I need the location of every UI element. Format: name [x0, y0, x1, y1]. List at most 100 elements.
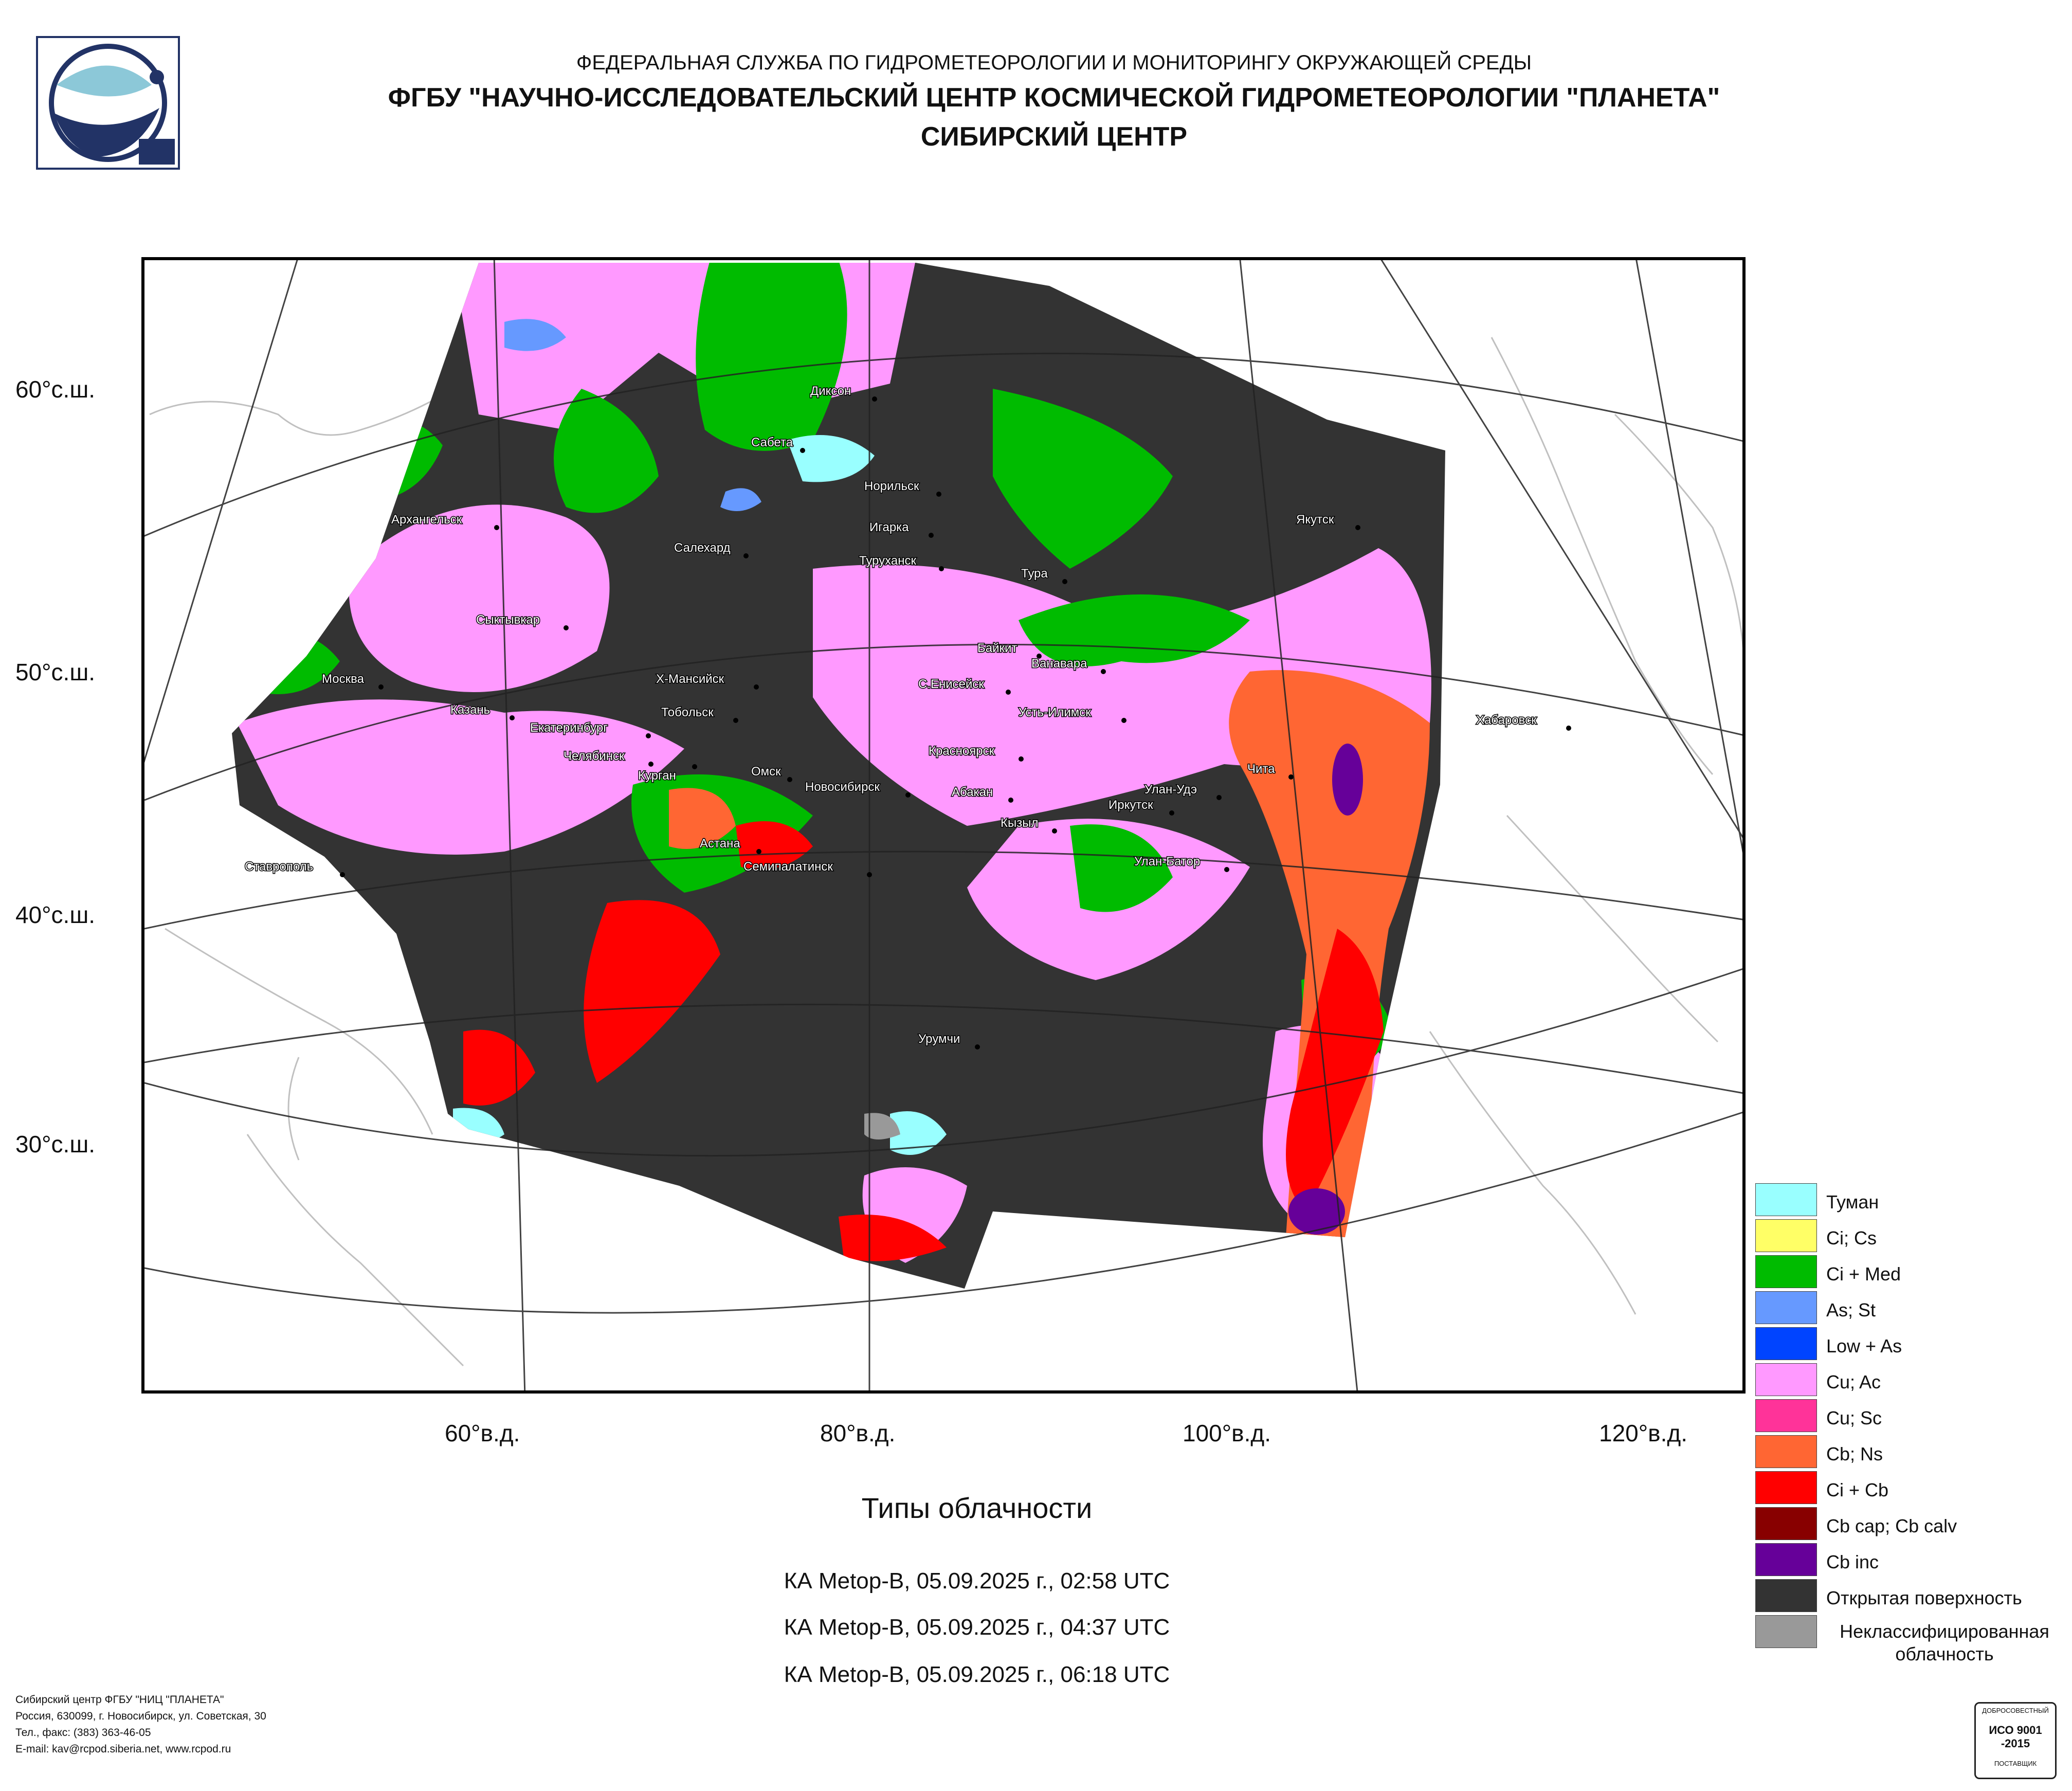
svg-text:Челябинск: Челябинск	[564, 749, 625, 763]
city-abakan: Абакан	[951, 785, 1013, 803]
cloud-classification-swath	[232, 263, 1445, 1289]
header-agency: ФЕДЕРАЛЬНАЯ СЛУЖБА ПО ГИДРОМЕТЕОРОЛОГИИ …	[576, 51, 1532, 74]
svg-text:Омск: Омск	[751, 765, 781, 779]
legend-item-fog: Туман	[1755, 1180, 2064, 1216]
lon-label-120: 120°в.д.	[1599, 1420, 1687, 1446]
city-dikson: Диксон	[810, 384, 877, 402]
svg-text:Астана: Астана	[700, 837, 740, 851]
lon-label-80: 80°в.д.	[820, 1420, 896, 1446]
legend-swatch	[1755, 1579, 1817, 1612]
city-astana: Астана	[699, 836, 761, 854]
footer-phone: Тел., факс: (383) 363-46-05	[15, 1727, 151, 1739]
legend-item-cu-sc: Cu; Sc	[1755, 1396, 2064, 1432]
legend-item-as-st: As; St	[1755, 1288, 2064, 1324]
city-arkhangelsk: Архангельск	[391, 512, 499, 530]
ci-cb-areas	[463, 821, 1384, 1261]
legend-swatch	[1755, 1471, 1817, 1504]
city-norilsk: Норильск	[864, 479, 941, 497]
svg-text:Х-Мансийск: Х-Мансийск	[656, 672, 724, 686]
svg-text:Салехард: Салехард	[674, 541, 731, 555]
map-title: Типы облачности	[861, 1492, 1093, 1524]
svg-text:Ставрополь: Ставрополь	[245, 860, 313, 874]
svg-text:Хабаровск: Хабаровск	[1476, 713, 1537, 727]
iso-certificate-badge: ДОБРОСОВЕСТНЫЙ ИСО 9001 -2015 ПОСТАВЩИК	[1974, 1702, 2057, 1779]
as-st-areas	[504, 319, 761, 511]
svg-text:Казань: Казань	[450, 703, 490, 717]
lat-label-50: 50°с.ш.	[15, 659, 96, 685]
legend-swatch	[1755, 1615, 1817, 1648]
svg-text:Тура: Тура	[1021, 567, 1048, 581]
city-igarka: Игарка	[869, 520, 934, 538]
svg-text:Туруханск: Туруханск	[859, 554, 916, 568]
legend-item-cu-ac: Cu; Ac	[1755, 1360, 2064, 1396]
city-khanty-mansiysk: Х-Мансийск	[656, 672, 759, 690]
city-turukhansk: Туруханск	[859, 553, 944, 571]
svg-text:Ванавара: Ванавара	[1031, 657, 1087, 671]
planeta-logo	[36, 36, 180, 170]
svg-text:Усть-Илимск: Усть-Илимск	[1019, 705, 1091, 719]
svg-text:Тобольск: Тобольск	[661, 705, 714, 719]
unclassified-areas	[864, 1113, 900, 1139]
svg-text:Сыктывкар: Сыктывкар	[476, 613, 540, 627]
svg-text:Новосибирск: Новосибирск	[805, 780, 880, 794]
footer-org: Сибирский центр ФГБУ "НИЦ "ПЛАНЕТА"	[15, 1694, 224, 1706]
legend-swatch	[1755, 1219, 1817, 1252]
city-moscow: Москва	[321, 672, 384, 690]
city-vanavara: Ванавара	[1031, 656, 1106, 674]
legend-swatch	[1755, 1291, 1817, 1324]
svg-text:Красноярск: Красноярск	[929, 744, 995, 758]
legend-swatch	[1755, 1507, 1817, 1540]
cb-inc-areas	[1288, 744, 1363, 1235]
svg-text:С.Енисейск: С.Енисейск	[918, 677, 984, 691]
header-institute: ФГБУ "НАУЧНО-ИССЛЕДОВАТЕЛЬСКИЙ ЦЕНТР КОС…	[388, 83, 1720, 113]
city-irkutsk: Иркутск	[1108, 798, 1174, 816]
city-markers: Диксон Сабета Норильск Игарка Туруханск …	[244, 384, 1571, 1050]
contact-footer: Сибирский центр ФГБУ "НИЦ "ПЛАНЕТА" Росс…	[15, 1692, 266, 1758]
svg-text:Москва: Москва	[322, 672, 365, 686]
city-ulan-ude: Улан-Удэ	[1144, 782, 1222, 800]
legend-item-ci-cb: Ci + Cb	[1755, 1468, 2064, 1504]
footer-address: Россия, 630099, г. Новосибирск, ул. Сове…	[15, 1710, 266, 1722]
svg-text:Чита: Чита	[1247, 762, 1275, 776]
legend-swatch	[1755, 1435, 1817, 1468]
legend-item-cb-ns: Cb; Ns	[1755, 1432, 2064, 1468]
city-ust-ilimsk: Усть-Илимск	[1018, 705, 1126, 723]
svg-text:Урумчи: Урумчи	[918, 1032, 960, 1046]
pass-line-1: КА Metop-B, 05.09.2025 г., 02:58 UTC	[784, 1568, 1170, 1594]
lat-label-40: 40°с.ш.	[15, 901, 96, 928]
svg-text:Норильск: Норильск	[864, 479, 919, 493]
city-tura: Тура	[1021, 566, 1067, 584]
svg-text:Иркутск: Иркутск	[1108, 798, 1153, 812]
legend-item-cb-cap: Cb cap; Cb calv	[1755, 1504, 2064, 1540]
city-salekhard: Салехард	[674, 540, 749, 558]
legend-item-cb-inc: Cb inc	[1755, 1540, 2064, 1576]
cb-ns-areas	[669, 670, 1430, 1237]
legend-swatch	[1755, 1255, 1817, 1288]
legend-swatch	[1755, 1399, 1817, 1432]
city-ulaanbaatar: Улан-Батор	[1134, 854, 1229, 872]
svg-text:Игарка: Игарка	[869, 520, 909, 534]
pass-line-3: КА Metop-B, 05.09.2025 г., 06:18 UTC	[784, 1662, 1170, 1687]
svg-text:Улан-Батор: Улан-Батор	[1134, 855, 1200, 869]
city-kyzyl: Кызыл	[1000, 816, 1057, 834]
city-tobolsk: Тобольск	[661, 705, 738, 723]
cloud-type-map: Диксон Сабета Норильск Игарка Туруханск …	[141, 257, 1746, 1394]
legend-item-low-as: Low + As	[1755, 1324, 2064, 1360]
lat-label-60: 60°с.ш.	[15, 376, 96, 403]
city-chita: Чита	[1247, 762, 1294, 780]
legend-item-unclassified: Неклассифицированная облачность	[1755, 1612, 2064, 1665]
legend-item-ci-med: Ci + Med	[1755, 1252, 2064, 1288]
svg-text:Сабета: Сабета	[751, 436, 793, 449]
city-yekaterinburg: Екатеринбург	[530, 720, 651, 738]
coastlines	[149, 337, 1742, 1367]
lon-label-100: 100°в.д.	[1183, 1420, 1271, 1446]
lon-label-60: 60°в.д.	[445, 1420, 520, 1446]
svg-text:Диксон: Диксон	[810, 384, 851, 398]
city-kazan: Казань	[450, 702, 515, 720]
pass-line-2: КА Metop-B, 05.09.2025 г., 04:37 UTC	[784, 1615, 1170, 1640]
svg-text:Абакан: Абакан	[952, 785, 993, 799]
header-center: СИБИРСКИЙ ЦЕНТР	[920, 122, 1188, 152]
city-novosibirsk: Новосибирск	[805, 780, 911, 798]
city-stavropol: Ставрополь	[244, 859, 345, 877]
city-semipalatinsk: Семипалатинск	[743, 859, 872, 877]
